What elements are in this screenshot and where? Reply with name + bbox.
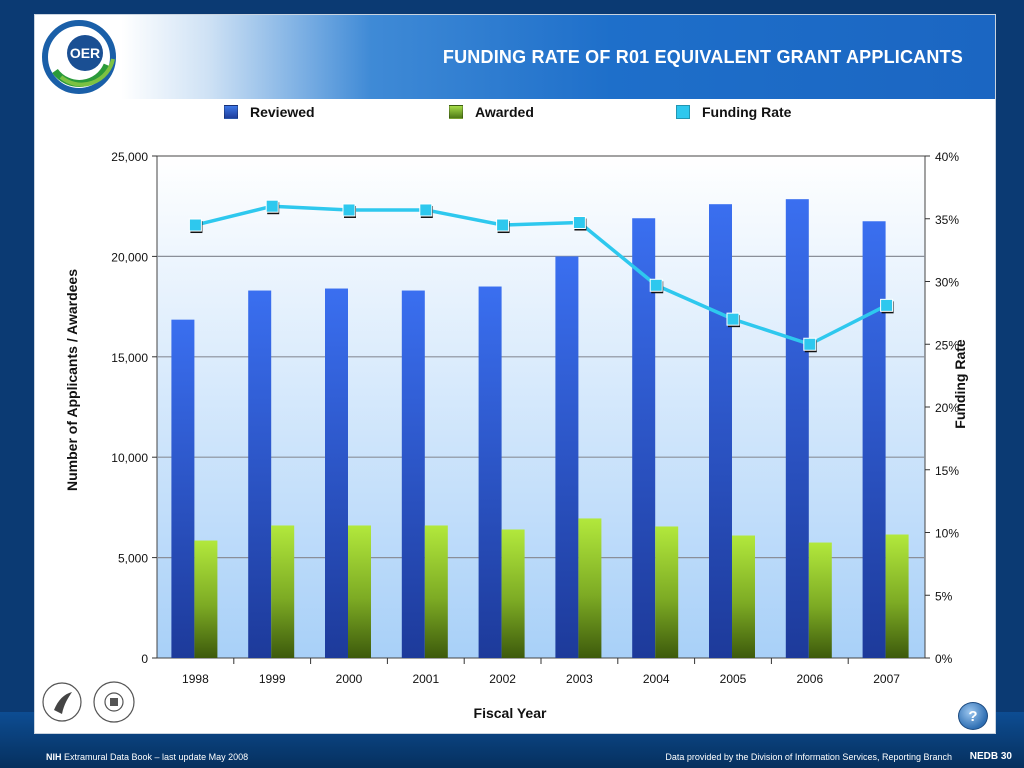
oer-logo-text: OER — [70, 45, 100, 61]
bar-awarded — [578, 518, 602, 658]
legend-label-reviewed: Reviewed — [250, 104, 315, 120]
x-tick-label: 2005 — [720, 672, 747, 686]
funding-rate-marker — [649, 278, 663, 292]
y-tick-label: 0 — [141, 652, 148, 666]
x-tick-label: 2004 — [643, 672, 670, 686]
y2-tick-label: 5% — [935, 589, 953, 603]
footer-left: NIH Extramural Data Book – last update M… — [46, 752, 248, 762]
legend-swatch-funding-rate — [676, 105, 690, 119]
funding-rate-marker — [265, 199, 279, 213]
legend-swatch-awarded — [449, 105, 463, 119]
legend-item-awarded: Awarded — [449, 103, 534, 121]
legend-label-awarded: Awarded — [475, 104, 534, 120]
footer-page-number: NEDB 30 — [969, 751, 1012, 762]
funding-rate-marker — [726, 312, 740, 326]
footer-left-text: Extramural Data Book – last update May 2… — [61, 752, 249, 762]
bar-reviewed — [555, 256, 579, 658]
y2-tick-label: 35% — [935, 213, 959, 227]
funding-rate-marker — [803, 337, 817, 351]
funding-rate-marker — [188, 218, 202, 232]
bar-awarded — [424, 525, 448, 658]
bar-reviewed — [785, 199, 809, 658]
legend-item-funding-rate: Funding Rate — [676, 103, 791, 121]
y-tick-label: 15,000 — [111, 351, 148, 365]
bar-awarded — [501, 529, 525, 658]
x-tick-label: 1999 — [259, 672, 286, 686]
y2-tick-label: 20% — [935, 401, 959, 415]
bar-reviewed — [478, 286, 502, 658]
funding-rate-marker — [342, 203, 356, 217]
y2-axis-label: Funding Rate — [952, 339, 968, 429]
funding-rate-marker — [572, 216, 586, 230]
y-tick-label: 25,000 — [111, 150, 148, 164]
legend-swatch-reviewed — [224, 105, 238, 119]
x-axis-label: Fiscal Year — [473, 705, 547, 721]
x-tick-label: 2007 — [873, 672, 900, 686]
y2-tick-label: 25% — [935, 338, 959, 352]
bar-awarded — [194, 540, 218, 658]
y-tick-label: 20,000 — [111, 250, 148, 264]
funding-rate-marker — [496, 218, 510, 232]
bar-reviewed — [325, 288, 348, 658]
x-tick-label: 2006 — [796, 672, 823, 686]
footer-nih: NIH — [46, 752, 62, 762]
y-tick-label: 5,000 — [118, 552, 148, 566]
x-tick-label: 2000 — [336, 672, 363, 686]
bar-reviewed — [171, 319, 195, 658]
y2-tick-label: 40% — [935, 150, 959, 164]
bar-reviewed — [401, 290, 425, 658]
legend-label-funding-rate: Funding Rate — [702, 104, 792, 120]
page-title: FUNDING RATE OF R01 EQUIVALENT GRANT APP… — [442, 47, 963, 67]
oer-logo-icon: OER — [42, 20, 116, 94]
y-axis-label: Number of Applicants / Awardees — [64, 269, 80, 491]
bar-reviewed — [709, 204, 732, 658]
hhs-nih-seals — [42, 681, 135, 723]
bar-reviewed — [632, 218, 656, 659]
legend-item-reviewed: Reviewed — [224, 103, 315, 121]
footer-right: Data provided by the Division of Informa… — [665, 752, 952, 762]
funding-rate-marker — [880, 298, 894, 312]
x-tick-label: 2002 — [489, 672, 516, 686]
help-button[interactable]: ? — [958, 702, 988, 730]
x-tick-label: 2003 — [566, 672, 593, 686]
bar-awarded — [808, 542, 832, 658]
y2-tick-label: 15% — [935, 464, 959, 478]
funding-rate-marker — [419, 203, 433, 217]
bar-awarded — [655, 526, 679, 658]
x-tick-label: 1998 — [182, 672, 209, 686]
bar-awarded — [732, 535, 755, 658]
funding-rate-line — [194, 204, 888, 346]
y-tick-label: 10,000 — [111, 451, 148, 465]
header-banner: OER FUNDING RATE OF R01 EQUIVALENT GRANT… — [35, 15, 995, 99]
y2-tick-label: 0% — [935, 652, 953, 666]
bar-awarded — [271, 525, 295, 658]
y2-tick-label: 10% — [935, 527, 959, 541]
bar-reviewed — [248, 290, 272, 658]
bar-reviewed — [862, 221, 886, 658]
bar-awarded — [348, 525, 371, 658]
hhs-seal-icon — [42, 682, 82, 722]
x-tick-label: 2001 — [412, 672, 439, 686]
y2-tick-label: 30% — [935, 276, 959, 290]
bar-awarded — [885, 534, 909, 658]
nih-seal-icon — [93, 681, 135, 723]
